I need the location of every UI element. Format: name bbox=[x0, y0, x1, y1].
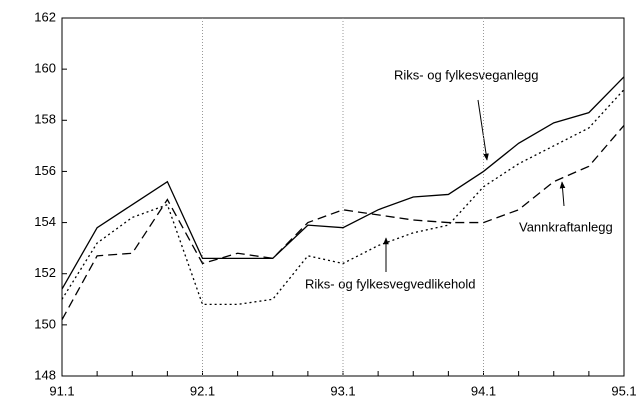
y-tick-label: 162 bbox=[34, 9, 56, 24]
x-tick-label: 92.1 bbox=[190, 383, 215, 398]
series-label: Riks- og fylkesveganlegg bbox=[394, 67, 539, 82]
x-tick-label: 95.1 bbox=[611, 383, 636, 398]
series-label: Vannkraftanlegg bbox=[519, 219, 613, 234]
y-tick-label: 154 bbox=[34, 214, 56, 229]
x-tick-label: 93.1 bbox=[330, 383, 355, 398]
annotation-arrow bbox=[559, 181, 566, 207]
y-tick-label: 156 bbox=[34, 163, 56, 178]
y-tick-label: 150 bbox=[34, 316, 56, 331]
series-line bbox=[61, 89, 625, 306]
plot-frame bbox=[61, 17, 625, 377]
y-tick-label: 160 bbox=[34, 61, 56, 76]
x-tick-label: 91.1 bbox=[49, 383, 74, 398]
y-tick-label: 158 bbox=[34, 112, 56, 127]
annotation-arrow bbox=[477, 99, 489, 161]
y-tick-label: 152 bbox=[34, 265, 56, 280]
series-line bbox=[61, 76, 625, 290]
series-label: Riks- og fylkesvegvedlikehold bbox=[305, 276, 476, 291]
x-tick-label: 94.1 bbox=[471, 383, 496, 398]
y-tick-label: 148 bbox=[34, 367, 56, 382]
